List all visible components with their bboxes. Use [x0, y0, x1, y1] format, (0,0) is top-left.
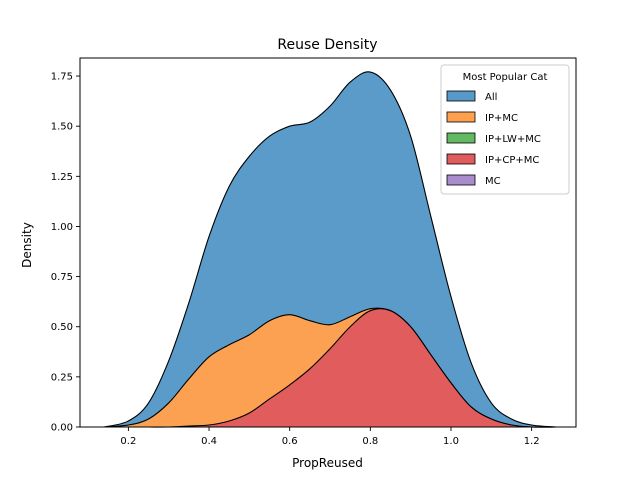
y-tick-label: 1.75	[51, 72, 73, 83]
legend-swatch	[446, 111, 476, 123]
y-axis: 0.00 0.25 0.50 0.75 1.00 1.25 1.50 1.75	[51, 72, 80, 434]
y-tick-label: 0.00	[51, 423, 73, 434]
x-tick-label: 0.4	[201, 436, 217, 447]
legend-title: Most Popular Cat	[463, 72, 548, 83]
density-area-ip-cp-mc	[104, 308, 556, 428]
plot-frame	[79, 57, 577, 428]
x-tick-label: 0.8	[362, 436, 378, 447]
y-tick-label: 1.25	[51, 172, 73, 183]
legend-swatch	[446, 90, 476, 102]
x-axis: 0.2 0.4 0.6 0.8 1.0 1.2	[120, 427, 540, 447]
legend-label: IP+MC	[485, 113, 518, 124]
y-tick-label: 1.50	[51, 122, 73, 133]
legend-label: All	[485, 92, 497, 103]
legend-swatch	[446, 132, 476, 144]
x-tick-label: 0.2	[120, 436, 136, 447]
legend-swatch	[446, 153, 476, 165]
y-tick-label: 0.50	[51, 322, 73, 333]
x-tick-label: 1.2	[524, 436, 540, 447]
legend-swatch	[446, 174, 476, 186]
legend-label: IP+CP+MC	[485, 155, 539, 166]
x-tick-label: 1.0	[443, 436, 459, 447]
y-tick-label: 0.75	[51, 272, 73, 283]
legend: Most Popular Cat All IP+MC IP+LW+MC IP+CP+MC…	[440, 64, 570, 195]
chart-title: Reuse Density	[277, 37, 377, 53]
plot-area	[79, 57, 577, 428]
y-tick-label: 0.25	[51, 372, 73, 383]
x-axis-label: PropReused	[292, 456, 363, 470]
x-tick-label: 0.6	[282, 436, 298, 447]
density-area-all	[104, 71, 556, 428]
y-tick-label: 1.00	[51, 222, 73, 233]
legend-label: MC	[485, 176, 501, 187]
y-axis-label: Density	[20, 222, 34, 268]
legend-label: IP+LW+MC	[485, 134, 541, 145]
